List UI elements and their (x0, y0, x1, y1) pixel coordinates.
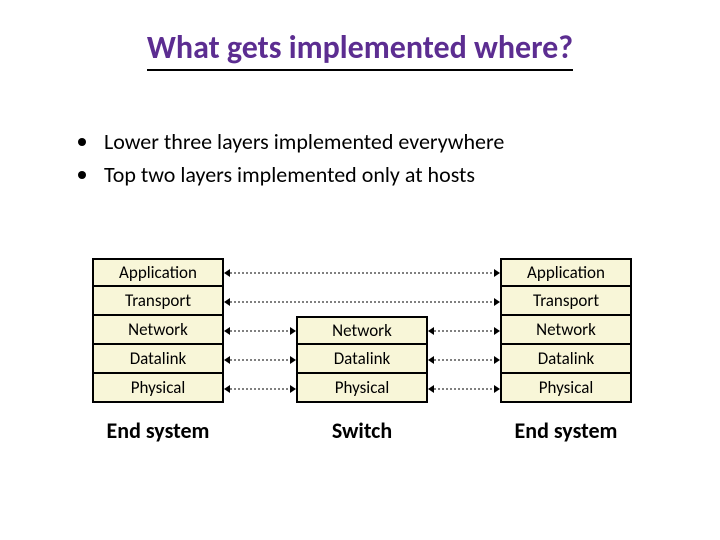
layer-cell: Application (92, 258, 224, 287)
connector-line (428, 381, 500, 397)
layer-cell: Datalink (92, 345, 224, 374)
bullet-item: Lower three layers implemented everywher… (78, 128, 504, 155)
slide: What gets implemented where? Lower three… (0, 0, 720, 540)
connector-line (428, 323, 500, 339)
connector-line (224, 294, 500, 310)
bullet-item: Top two layers implemented only at hosts (78, 161, 504, 188)
layer-cell: Datalink (296, 345, 428, 374)
connector-line (224, 352, 296, 368)
connector-line (224, 323, 296, 339)
bullet-text: Lower three layers implemented everywher… (104, 128, 504, 155)
layer-cell: Physical (500, 374, 632, 403)
connector-line (224, 265, 500, 281)
slide-title: What gets implemented where? (0, 28, 720, 71)
layer-cell: Transport (92, 287, 224, 316)
layer-stack: ApplicationTransportNetworkDatalinkPhysi… (92, 258, 224, 403)
title-text: What gets implemented where? (147, 28, 573, 71)
bullet-list: Lower three layers implemented everywher… (78, 128, 504, 194)
bullet-text: Top two layers implemented only at hosts (104, 161, 475, 188)
layer-cell: Physical (92, 374, 224, 403)
layer-cell: Network (92, 316, 224, 345)
layer-cell: Transport (500, 287, 632, 316)
stack-label: End system (82, 417, 234, 444)
layer-cell: Physical (296, 374, 428, 403)
layer-cell: Network (500, 316, 632, 345)
layer-stack: ApplicationTransportNetworkDatalinkPhysi… (500, 258, 632, 403)
stack-label: Switch (286, 417, 438, 444)
layer-stack: NetworkDatalinkPhysical (296, 316, 428, 403)
layer-cell: Datalink (500, 345, 632, 374)
layer-cell: Application (500, 258, 632, 287)
layer-cell: Network (296, 316, 428, 345)
stack-label: End system (490, 417, 642, 444)
bullet-dot-icon (78, 138, 86, 146)
connector-line (224, 381, 296, 397)
bullet-dot-icon (78, 171, 86, 179)
connector-line (428, 352, 500, 368)
